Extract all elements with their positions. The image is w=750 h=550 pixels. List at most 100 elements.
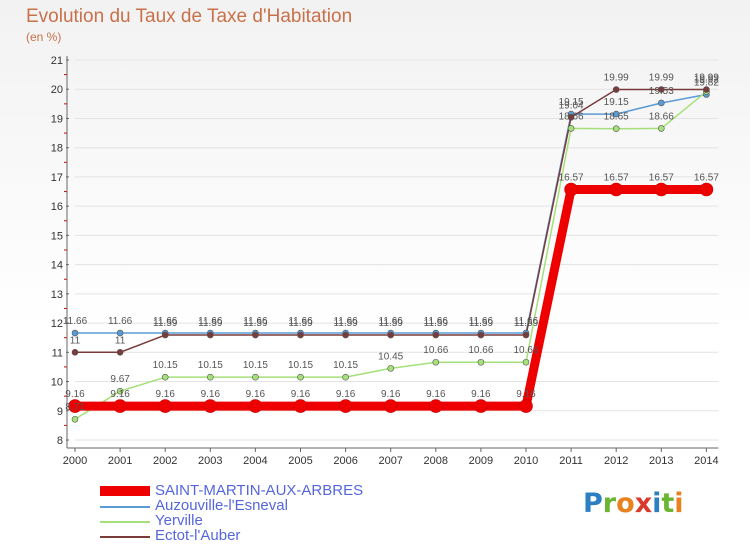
x-tick-label: 2010 [514,455,538,467]
x-tick-label: 2014 [694,455,718,467]
data-labels: 11.66 11.66 11.66 11.66 11.66 11.66 11.66 11.66… [63,73,719,414]
data-label: 19.04 [559,100,584,111]
legend-swatch [100,536,150,538]
data-label: 8.71 [65,402,85,413]
data-label: 11.59 [288,318,313,329]
x-tick-label: 2013 [649,455,673,467]
proxiti-logo: Proxiti [583,488,684,519]
data-label: 11.59 [469,318,494,329]
x-tick-label: 2004 [243,455,267,467]
data-point [388,365,394,371]
data-label: 11.59 [514,318,539,329]
data-point [162,332,168,338]
data-label: 9.16 [246,389,266,400]
data-label: 10.66 [423,345,448,356]
logo-letter: t [661,488,674,519]
data-point [343,332,349,338]
y-tick-label: 11 [52,347,63,359]
data-label: 18.65 [604,112,629,123]
data-label: 10.66 [468,345,493,356]
logo-letter: i [652,488,661,519]
data-label: 18.66 [559,111,584,122]
data-label: 9.16 [336,389,356,400]
data-point [565,183,578,196]
data-point [610,183,623,196]
data-point [388,332,394,338]
data-label: 9.16 [65,389,85,400]
data-label: 10.15 [243,360,268,371]
data-point [117,349,123,355]
x-tick-label: 2012 [604,455,628,467]
data-point [204,400,217,413]
data-point [249,400,262,413]
series-line-1 [75,94,706,333]
y-tick-label: 13 [51,289,63,301]
data-label: 9.16 [471,389,491,400]
data-point [478,332,484,338]
x-tick-label: 2009 [469,455,493,467]
data-label: 11.66 [63,316,88,327]
data-label: 11.59 [153,318,178,329]
x-tick-label: 2005 [288,455,312,467]
x-tick-label: 2002 [153,455,177,467]
data-label: 11.59 [198,318,223,329]
data-point [613,126,619,132]
data-label: 9.16 [201,389,221,400]
data-point [207,374,213,380]
data-label: 11 [70,335,81,346]
data-point [72,416,78,422]
data-label: 10.15 [198,360,223,371]
data-point [520,400,533,413]
data-label: 19.99 [649,73,674,84]
y-tick-label: 19 [51,113,63,125]
legend-swatch [100,506,150,508]
data-point [429,400,442,413]
logo-letter: P [583,488,603,519]
data-label: 19.99 [604,73,629,84]
legend-label: Ectot-l'Auber [155,527,240,544]
y-tick-label: 20 [51,84,63,96]
legend-swatch [100,521,150,523]
chart-panel: Evolution du Taux de Taxe d'Habitation (… [0,0,750,550]
logo-letter: x [635,488,652,519]
data-label: 9.16 [110,389,130,400]
data-point [433,332,439,338]
data-point [294,400,307,413]
data-point [474,400,487,413]
data-point [159,400,172,413]
data-point [339,400,352,413]
y-tick-label: 14 [51,260,63,272]
data-point [207,332,213,338]
data-label: 16.57 [694,172,719,183]
data-label: 10.15 [333,360,358,371]
x-tick-label: 2011 [559,455,583,467]
line-chart: 8 9 10 11 12 13 14 15 16 17 18 19 20 21 2000 2001 2002 20… [0,0,750,480]
y-tick-label: 16 [51,201,63,213]
data-label: 16.57 [604,172,629,183]
data-point [433,359,439,365]
y-tick-label: 15 [51,230,63,242]
data-label: 10.15 [288,360,313,371]
series-points [69,87,713,423]
data-label: 11.59 [379,318,404,329]
data-point [162,374,168,380]
y-tick-label: 8 [57,435,63,447]
data-label: 11.59 [333,318,358,329]
data-label: 10.45 [378,351,403,362]
data-label: 11.59 [424,318,449,329]
data-point [114,400,127,413]
data-point [658,100,664,106]
y-tick-label: 10 [51,377,63,389]
series-line-0 [75,189,706,406]
logo-letter: o [616,488,635,519]
data-point [252,332,258,338]
data-label: 10.15 [153,360,178,371]
data-point [478,359,484,365]
data-point [613,87,619,93]
x-tick-label: 2007 [378,455,402,467]
data-point [568,125,574,131]
data-label: 19.53 [649,86,674,97]
data-label: 9.16 [426,389,446,400]
data-label: 9.16 [381,389,401,400]
y-tick-label: 21 [51,55,63,67]
